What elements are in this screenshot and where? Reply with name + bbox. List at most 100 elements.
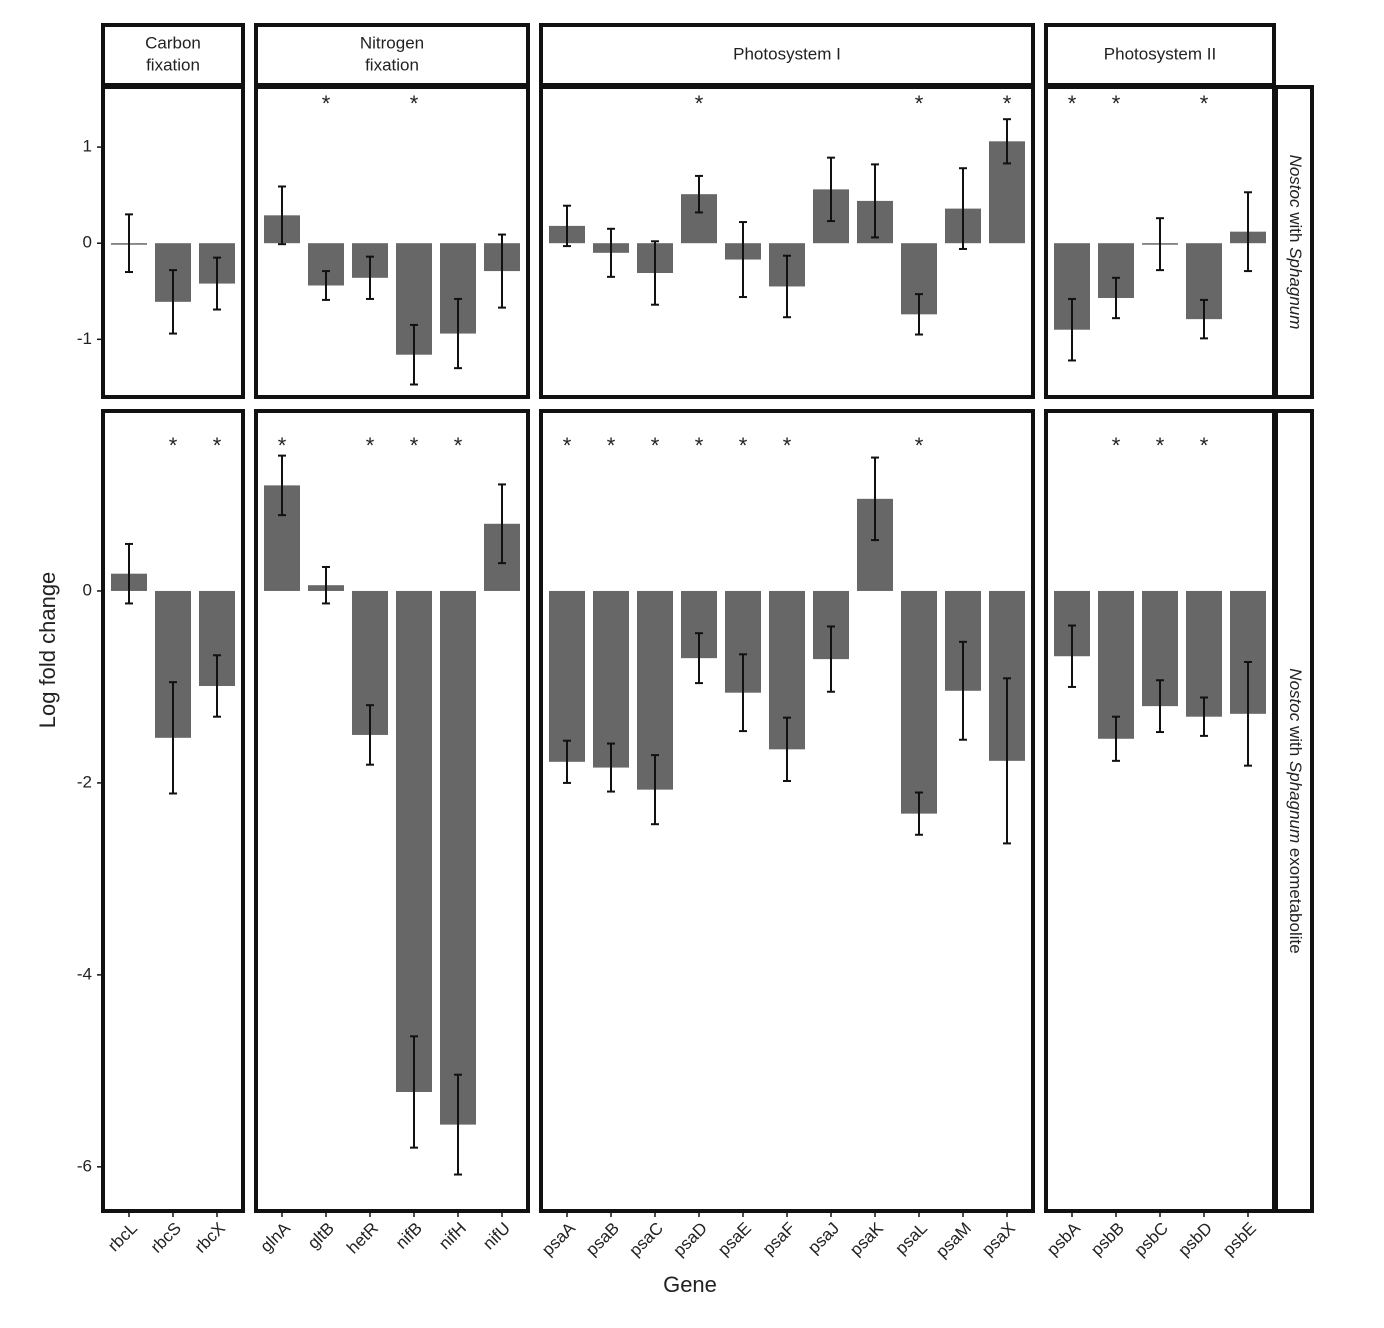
significance-marker: * [1200,91,1209,116]
error-bar [1112,276,1120,320]
error-bar [739,221,747,299]
error-bar [1068,297,1076,362]
facet-title: fixation [365,55,419,74]
bar [901,590,937,814]
row-label-part: Nostoc [1286,668,1305,721]
x-tick-label: psaB [582,1219,623,1260]
error-bar [827,625,835,693]
error-bar [607,742,615,793]
x-tick-label: nifB [392,1219,426,1253]
error-bar [213,256,221,311]
error-bar [1112,715,1120,762]
bar [396,590,432,1092]
panel [539,409,1035,1213]
error-bar [959,167,967,250]
y-tick-label: 1 [83,137,92,156]
x-tick-label: glnA [257,1218,295,1256]
x-tick-label: nifH [435,1219,470,1254]
y-axis-title: Log fold change [35,572,60,729]
row-label: Nostoc with Sphagnum exometabolite [1286,668,1305,953]
error-bar [871,456,879,542]
significance-marker: * [563,433,572,458]
x-tick-label: psaD [670,1219,711,1260]
significance-marker: * [739,433,748,458]
panel [101,409,245,1213]
facet-title: Nitrogen [360,33,424,52]
error-bar [169,269,177,335]
y-tick-label: -2 [77,772,92,791]
row-label-part: exometabolite [1286,843,1305,954]
error-bar [827,156,835,223]
significance-marker: * [783,433,792,458]
bar [1098,590,1134,739]
error-bar [783,254,791,319]
error-bar [915,293,923,336]
significance-marker: * [213,433,222,458]
error-bar [651,754,659,826]
x-tick-label: psbC [1131,1219,1172,1260]
error-bar [278,185,286,246]
error-bar [871,163,879,239]
y-tick-label: 0 [83,580,92,599]
error-bar [1244,660,1252,767]
significance-marker: * [695,433,704,458]
row-label: Nostoc with Sphagnum [1286,155,1305,330]
error-bar [454,297,462,370]
error-bar [410,323,418,386]
error-bar [1003,677,1011,845]
significance-marker: * [1112,91,1121,116]
error-bar [959,640,967,741]
error-bar [125,213,133,274]
significance-marker: * [410,433,419,458]
x-tick-label: psaE [714,1219,755,1260]
x-axis-title: Gene [663,1272,717,1297]
error-bar [1244,191,1252,273]
significance-marker: * [1003,91,1012,116]
x-tick-label: psbE [1219,1219,1260,1260]
x-tick-label: psaJ [804,1219,843,1258]
row-label-part: Sphagnum [1286,247,1305,329]
x-tick-label: psaL [891,1219,931,1259]
error-bar [1200,298,1208,340]
significance-marker: * [1112,433,1121,458]
x-tick-label: psaK [846,1218,887,1259]
x-tick-label: psbD [1175,1219,1216,1260]
error-bar [783,716,791,783]
x-tick-label: psaF [759,1219,799,1259]
panel [254,85,530,399]
significance-marker: * [651,433,660,458]
significance-marker: * [915,91,924,116]
significance-marker: * [322,91,331,116]
bar [549,590,585,762]
error-bar [695,174,703,214]
y-tick-label: -6 [77,1156,92,1175]
facet-title: fixation [146,55,200,74]
error-bar [695,632,703,685]
error-bar [169,681,177,795]
facet-title: Carbon [145,33,201,52]
x-tick-label: gltB [304,1219,338,1253]
row-strip [1274,85,1314,399]
x-tick-label: psaC [626,1219,667,1260]
error-bar [322,270,330,301]
y-tick-label: 0 [83,233,92,252]
error-bar [410,1035,418,1149]
panel [101,85,245,399]
panel [539,85,1035,399]
row-strip [1274,409,1314,1213]
facet-strip [254,23,530,87]
x-tick-label: rbcL [104,1219,141,1256]
error-bar [1156,217,1164,272]
x-tick-label: psaX [978,1219,1019,1260]
x-tick-label: rbcX [191,1219,229,1257]
significance-marker: * [915,433,924,458]
row-label-part: Sphagnum [1286,761,1305,843]
significance-marker: * [607,433,616,458]
error-bar [563,739,571,784]
error-bar [498,233,506,309]
error-bar [607,227,615,278]
y-tick-label: -4 [77,964,92,983]
error-bar [498,483,506,565]
x-tick-label: nifU [479,1219,514,1254]
